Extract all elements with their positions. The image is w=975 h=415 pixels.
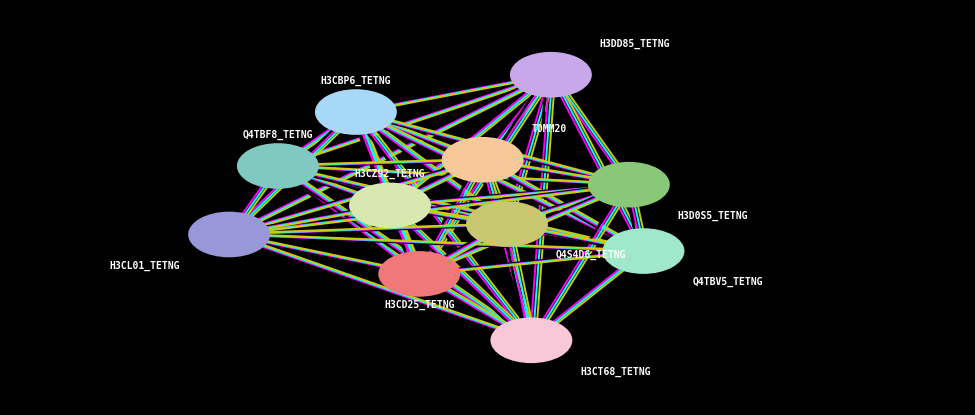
Ellipse shape: [378, 251, 460, 297]
Text: H3CZ92_TETNG: H3CZ92_TETNG: [355, 169, 425, 179]
Ellipse shape: [442, 137, 524, 183]
Text: Q4TBV5_TETNG: Q4TBV5_TETNG: [692, 277, 762, 288]
Ellipse shape: [315, 89, 397, 135]
Text: H3D0S5_TETNG: H3D0S5_TETNG: [678, 211, 748, 221]
Ellipse shape: [349, 183, 431, 228]
Text: Q4S4D6_TETNG: Q4S4D6_TETNG: [556, 250, 626, 261]
Ellipse shape: [490, 317, 572, 363]
Text: H3CT68_TETNG: H3CT68_TETNG: [580, 366, 650, 377]
Ellipse shape: [510, 52, 592, 98]
Ellipse shape: [588, 162, 670, 208]
Ellipse shape: [188, 212, 270, 257]
Ellipse shape: [603, 228, 684, 274]
Text: H3DD85_TETNG: H3DD85_TETNG: [600, 38, 670, 49]
Ellipse shape: [237, 143, 319, 189]
Text: H3CD25_TETNG: H3CD25_TETNG: [384, 300, 454, 310]
Text: TOMM20: TOMM20: [531, 124, 566, 134]
Text: Q4TBF8_TETNG: Q4TBF8_TETNG: [243, 129, 313, 140]
Ellipse shape: [466, 201, 548, 247]
Text: H3CL01_TETNG: H3CL01_TETNG: [110, 261, 180, 271]
Text: H3CBP6_TETNG: H3CBP6_TETNG: [321, 76, 391, 86]
